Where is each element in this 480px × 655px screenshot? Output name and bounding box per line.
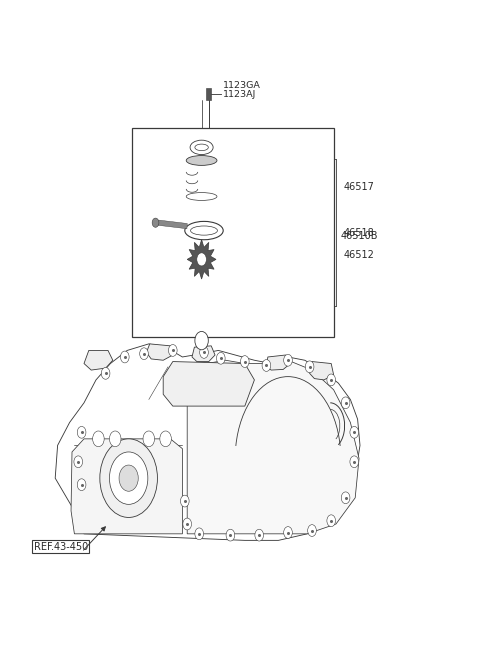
- Circle shape: [195, 528, 204, 540]
- Polygon shape: [163, 362, 254, 406]
- Circle shape: [327, 374, 336, 386]
- Circle shape: [216, 352, 225, 364]
- Polygon shape: [266, 355, 290, 370]
- Polygon shape: [55, 344, 360, 540]
- Bar: [132, 128, 334, 337]
- Polygon shape: [187, 360, 359, 534]
- Circle shape: [327, 515, 336, 527]
- Circle shape: [195, 331, 208, 350]
- Circle shape: [74, 456, 83, 468]
- Ellipse shape: [190, 140, 213, 155]
- Circle shape: [168, 345, 177, 356]
- Circle shape: [160, 431, 171, 447]
- Text: 46518: 46518: [343, 227, 374, 238]
- Ellipse shape: [195, 144, 208, 151]
- Circle shape: [305, 361, 314, 373]
- Circle shape: [284, 354, 292, 366]
- Circle shape: [183, 518, 192, 530]
- Circle shape: [284, 527, 292, 538]
- Circle shape: [226, 529, 235, 541]
- Polygon shape: [71, 439, 182, 534]
- Polygon shape: [84, 350, 113, 370]
- Circle shape: [255, 529, 264, 541]
- Circle shape: [140, 348, 148, 360]
- Polygon shape: [192, 346, 215, 362]
- Bar: [206, 88, 211, 100]
- Circle shape: [180, 495, 189, 507]
- Circle shape: [109, 431, 121, 447]
- Circle shape: [350, 456, 359, 468]
- Circle shape: [119, 465, 138, 491]
- Ellipse shape: [191, 226, 217, 235]
- Ellipse shape: [185, 221, 223, 240]
- Circle shape: [341, 492, 350, 504]
- Circle shape: [262, 360, 271, 371]
- Bar: [158, 220, 187, 229]
- Circle shape: [197, 253, 206, 266]
- Circle shape: [101, 367, 110, 379]
- Circle shape: [152, 218, 159, 227]
- Polygon shape: [187, 240, 216, 279]
- Circle shape: [100, 439, 157, 517]
- Circle shape: [93, 431, 104, 447]
- Text: 46512: 46512: [343, 250, 374, 261]
- Text: 46517: 46517: [343, 181, 374, 192]
- Circle shape: [143, 431, 155, 447]
- Text: 46510B: 46510B: [341, 231, 378, 241]
- Circle shape: [240, 356, 249, 367]
- Circle shape: [350, 426, 359, 438]
- Circle shape: [341, 397, 350, 409]
- Text: 1123AJ: 1123AJ: [223, 90, 257, 100]
- Text: REF.43-450: REF.43-450: [34, 542, 88, 552]
- Ellipse shape: [186, 193, 217, 200]
- Circle shape: [120, 351, 129, 363]
- Polygon shape: [310, 362, 334, 380]
- Circle shape: [308, 525, 316, 536]
- Circle shape: [77, 479, 86, 491]
- Circle shape: [200, 346, 208, 358]
- Ellipse shape: [186, 156, 217, 166]
- Polygon shape: [146, 344, 173, 360]
- Circle shape: [109, 452, 148, 504]
- Text: 1123GA: 1123GA: [223, 81, 261, 90]
- Circle shape: [77, 426, 86, 438]
